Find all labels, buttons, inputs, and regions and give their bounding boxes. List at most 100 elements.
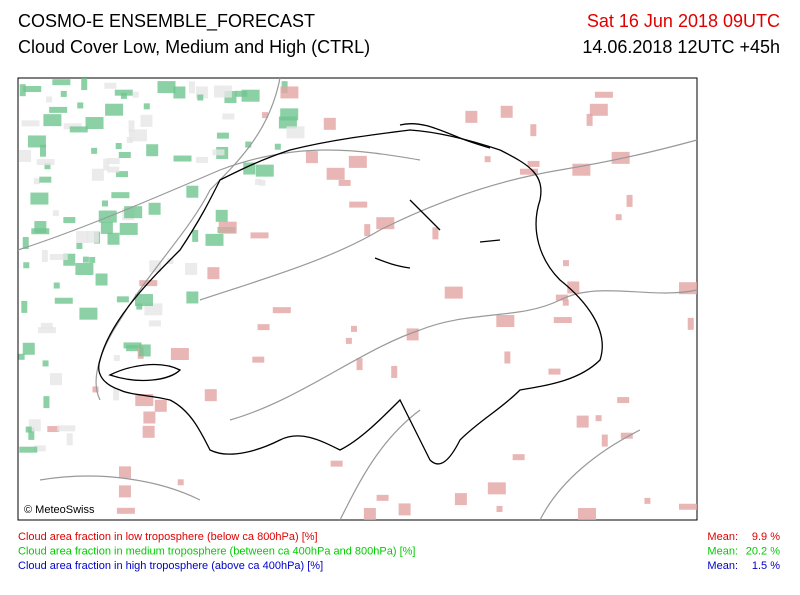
cloud-cell [134, 294, 153, 307]
cloud-cell [85, 117, 104, 130]
cloud-cell [444, 286, 463, 299]
legend-label: Cloud area fraction in medium tropospher… [18, 545, 415, 557]
cloud-cell [487, 482, 506, 495]
cloud-cell [617, 397, 630, 404]
cloud-cell [350, 325, 357, 332]
cloud-cell [188, 81, 195, 94]
cloud-cell [89, 256, 96, 263]
cloud-cell [348, 155, 367, 168]
cloud-cell [23, 86, 42, 93]
cloud-cell [500, 105, 513, 118]
legend-mean-label: Mean: [707, 545, 738, 557]
cloud-cell [594, 91, 613, 98]
cloud-cell [119, 466, 132, 479]
cloud-cell [111, 192, 130, 199]
cloud-cell [274, 143, 281, 150]
cloud-cell [562, 299, 569, 306]
cloud-cell [192, 229, 199, 242]
cloud-cell [170, 348, 189, 361]
cloud-cell [577, 508, 596, 520]
cloud-cell [128, 120, 135, 133]
cloud-cell [100, 221, 113, 234]
cloud-cell [66, 433, 73, 446]
cloud-cell [241, 89, 260, 102]
cloud-cell [132, 91, 139, 98]
cloud-cell [620, 432, 633, 439]
cloud-cell [19, 149, 32, 162]
cloud-cell [259, 179, 266, 186]
cloud-cell [107, 232, 120, 245]
cloud-cell [197, 94, 204, 101]
cloud-cell [548, 368, 561, 375]
cloud-cell [143, 411, 156, 424]
cloud-cell [243, 162, 256, 175]
credit: © MeteoSwiss [24, 504, 95, 516]
cloud-cell [454, 493, 467, 506]
cloud-cell [119, 222, 138, 235]
cloud-cell [39, 176, 52, 183]
cloud-cell [465, 110, 478, 123]
cloud-cell [185, 262, 198, 275]
cloud-cell [113, 388, 120, 401]
cloud-cell [272, 307, 291, 314]
cloud-cell [149, 260, 162, 273]
cloud-cell [512, 454, 525, 461]
cloud-cell [376, 494, 389, 501]
cloud-cell [33, 178, 40, 185]
cloud-cell [37, 327, 56, 334]
cloud-cell [679, 503, 697, 510]
cloud-cell [86, 230, 99, 243]
cloud-cell [76, 231, 89, 244]
cloud-field [18, 78, 697, 520]
cloud-cell [215, 209, 228, 222]
cloud-cell [204, 389, 217, 402]
border-line [39, 409, 641, 521]
cloud-cell [262, 112, 269, 119]
cloud-cell [126, 345, 139, 352]
cloud-cell [173, 86, 186, 99]
cloud-cell [42, 360, 49, 367]
cloud-cell [63, 217, 76, 224]
cloud-cell [142, 425, 155, 438]
cloud-cell [257, 324, 270, 331]
cloud-cell [22, 342, 35, 355]
cloud-cell [115, 143, 122, 150]
cloud-cell [114, 89, 133, 96]
cloud-cell [530, 124, 537, 137]
cloud-cell [280, 86, 299, 99]
cloud-cell [255, 178, 262, 185]
cloud-cell [107, 157, 120, 164]
cloud-cell [19, 84, 26, 97]
cloud-cell [47, 426, 60, 433]
lake [374, 199, 501, 269]
cloud-cell [235, 90, 248, 97]
cloud-cell [136, 303, 143, 310]
cloud-cell [33, 445, 46, 452]
border-line [199, 139, 698, 301]
cloud-cell [107, 166, 120, 173]
cloud-cell [50, 373, 63, 386]
cloud-cell [252, 356, 265, 363]
cloud-cell [116, 507, 135, 514]
cloud-cell [140, 114, 153, 127]
cloud-cell [364, 224, 371, 237]
cloud-cell [186, 291, 199, 304]
cloud-cell [687, 317, 694, 330]
cloud-cell [173, 155, 192, 162]
cloud-cell [527, 160, 540, 167]
cloud-cell [195, 156, 208, 163]
cloud-cell [135, 394, 154, 407]
cloud-cell [144, 303, 163, 316]
cloud-cell [376, 217, 395, 230]
cloud-cell [44, 163, 51, 170]
cloud-cell [41, 249, 48, 262]
country-border [98, 123, 603, 465]
cloud-cell [626, 194, 633, 207]
cloud-cell [363, 508, 376, 520]
cloud-cell [81, 78, 88, 91]
cloud-cell [53, 282, 60, 289]
cloud-cell [82, 256, 89, 263]
cloud-cell [323, 117, 336, 130]
